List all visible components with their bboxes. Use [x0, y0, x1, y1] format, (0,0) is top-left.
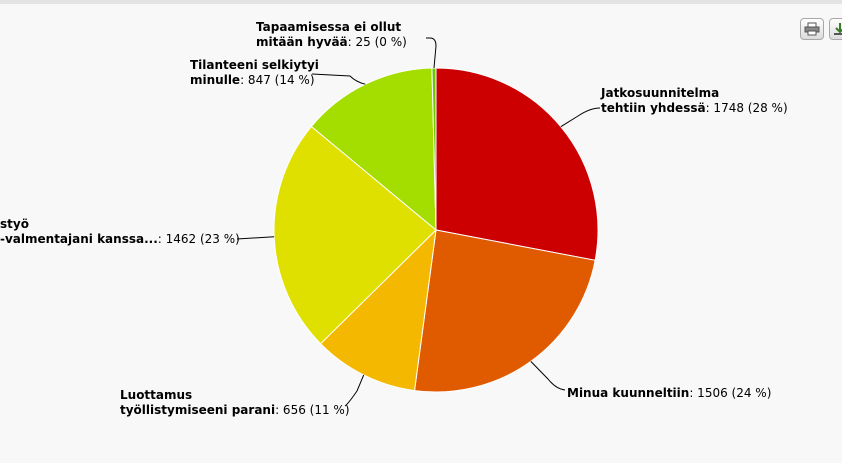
- label-connector: [236, 236, 275, 240]
- print-button[interactable]: [800, 18, 824, 40]
- pie-slice[interactable]: [431, 67, 437, 231]
- label-connector: [530, 361, 566, 391]
- slice-label: Luottamus työllistymiseeni parani: 656 (1…: [120, 388, 350, 417]
- export-button[interactable]: [829, 18, 842, 40]
- slice-label: Tilanteeni selkiytyi minulle: 847 (14 %): [190, 58, 319, 87]
- top-border: [0, 0, 842, 4]
- slice-label: Tapaamisessa ei ollut mitään hyvää: 25 (0…: [256, 20, 407, 49]
- pie-chart: Jatkosuunnitelma tehtiin yhdessä: 1748 (2…: [0, 20, 788, 417]
- label-connector: [426, 37, 437, 69]
- label-connector: [311, 73, 366, 85]
- label-connector: [344, 374, 365, 407]
- label-connector: [560, 107, 601, 128]
- slice-label: styö -valmentajani kanssa...: 1462 (23 %): [0, 217, 240, 246]
- slice-label: Jatkosuunnitelma tehtiin yhdessä: 1748 (2…: [600, 86, 788, 115]
- pie-slice[interactable]: [310, 67, 437, 232]
- pie-slice[interactable]: [319, 228, 437, 392]
- slice-label: Minua kuunneltiin: 1506 (24 %): [567, 386, 771, 400]
- pie-slice[interactable]: [273, 125, 437, 345]
- chart-area: Jatkosuunnitelma tehtiin yhdessä: 1748 (2…: [0, 4, 842, 463]
- pie-slice[interactable]: [435, 67, 599, 261]
- pie-slice[interactable]: [413, 229, 596, 393]
